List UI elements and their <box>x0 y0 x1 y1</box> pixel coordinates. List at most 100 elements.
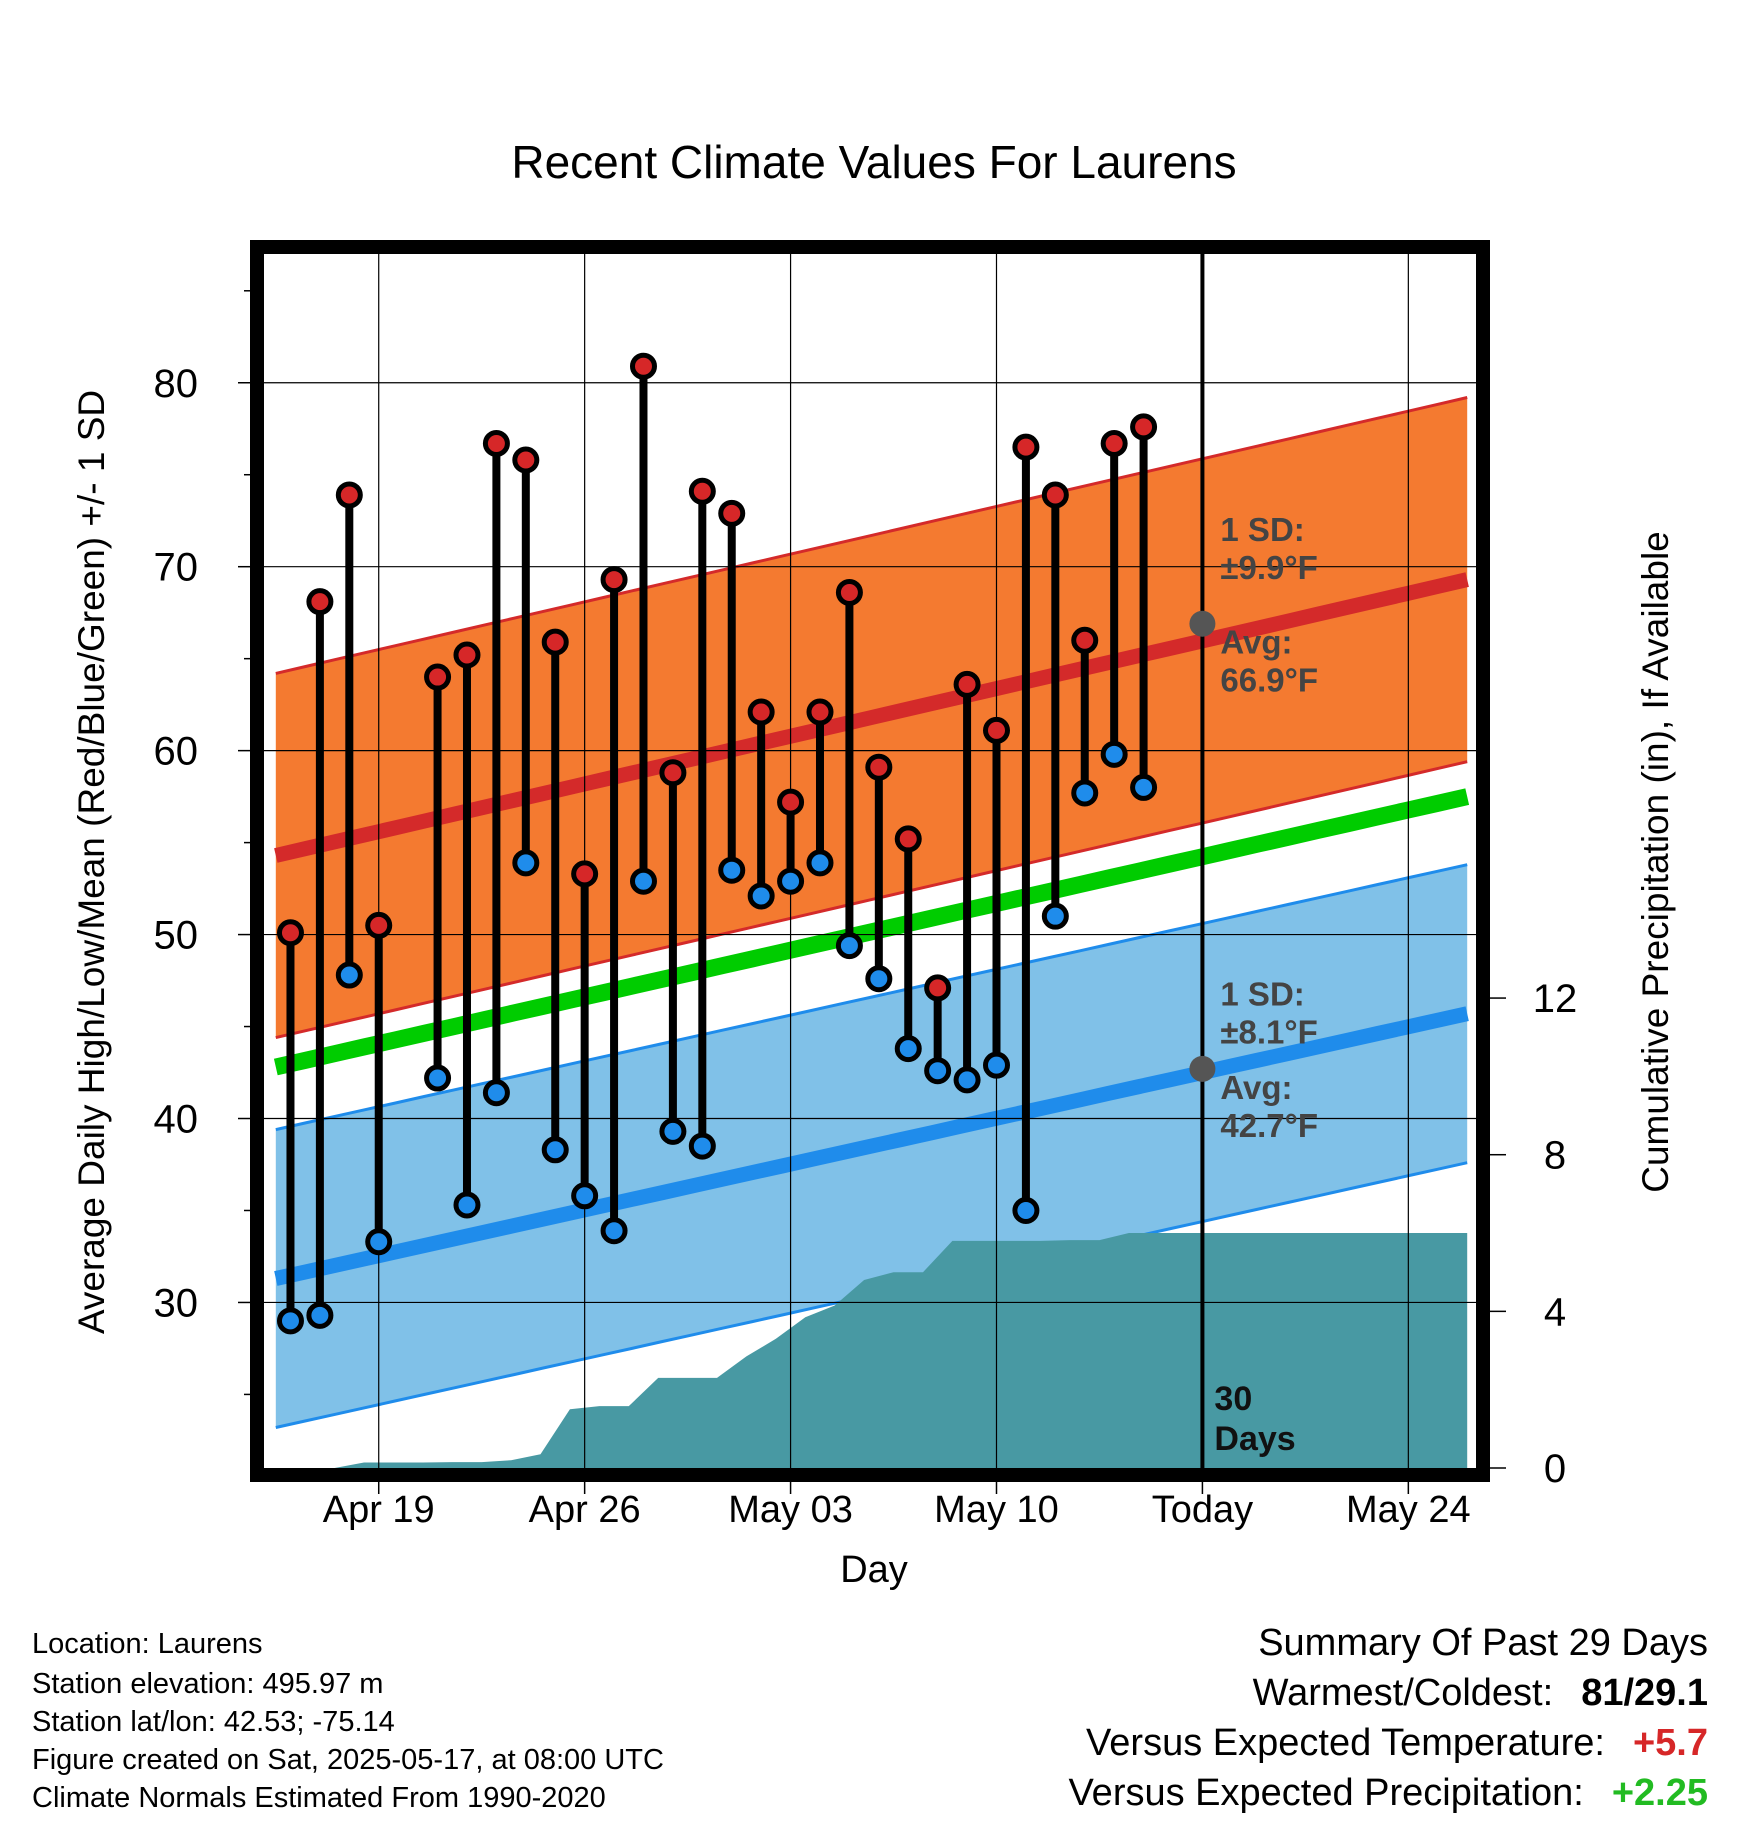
summary-label: Warmest/Coldest: <box>1252 1672 1554 1714</box>
low-point <box>1130 773 1158 801</box>
low-point <box>453 1191 481 1219</box>
low-point <box>953 1066 981 1094</box>
low-point <box>629 867 657 895</box>
high-point <box>1041 481 1069 509</box>
normal-high-sd-lower-line <box>275 760 1468 1040</box>
low-point <box>718 856 746 884</box>
high-point <box>276 919 304 947</box>
high-sd-annotation: 1 SD: ±9.9°F <box>1220 511 1317 586</box>
low-today-avg-marker <box>1189 1055 1216 1082</box>
low-point <box>365 1228 393 1256</box>
climate-chart: Recent Climate Values For Laurens 30 Days… <box>71 136 1676 1591</box>
x-tick-label: May 03 <box>728 1489 853 1531</box>
y-tick-label: 50 <box>154 914 199 958</box>
x-tick-label: Today <box>1152 1489 1253 1531</box>
x-tick-label: Apr 26 <box>529 1489 641 1531</box>
low-point <box>688 1132 716 1160</box>
y2-axis-label: Cumulative Precipitation (in), If Availa… <box>1635 531 1676 1193</box>
low-point <box>424 1064 452 1092</box>
low-point <box>600 1217 628 1245</box>
high-point <box>335 481 363 509</box>
summary-row-precipitation: Versus Expected Precipitation: +2.25 <box>1068 1772 1708 1815</box>
x-tick-label: May 24 <box>1346 1489 1471 1531</box>
normal-high-mean-line <box>274 572 1469 863</box>
precipitation-area <box>275 1233 1468 1468</box>
low-point <box>924 1057 952 1085</box>
normal-low-sd-upper-line <box>275 863 1468 1132</box>
summary-label: Versus Expected Precipitation: <box>1068 1772 1584 1814</box>
normal-low-mean-line <box>274 1006 1469 1286</box>
high-point <box>806 698 834 726</box>
normal-high-sd-upper-line <box>275 396 1468 675</box>
y2-tick-label: 4 <box>1544 1290 1566 1334</box>
low-point <box>747 882 775 910</box>
info-location: Location: Laurens <box>32 1628 263 1660</box>
high-point <box>571 860 599 888</box>
low-point <box>1041 902 1069 930</box>
low-point <box>571 1182 599 1210</box>
high-point <box>1012 433 1040 461</box>
high-point <box>1130 413 1158 441</box>
high-point <box>659 759 687 787</box>
y-axis-label: Average Daily High/Low/Mean (Red/Blue/Gr… <box>71 390 112 1334</box>
summary-value: +5.7 <box>1632 1722 1708 1764</box>
today-marker-label: 30 Days <box>1214 1380 1295 1458</box>
low-point <box>276 1307 304 1335</box>
high-point <box>894 825 922 853</box>
y2-tick-label: 0 <box>1544 1447 1566 1491</box>
plot-frame <box>250 240 1490 1482</box>
high-point <box>512 446 540 474</box>
normal-mean-line <box>273 788 1470 1076</box>
summary-row-temperature: Versus Expected Temperature: +5.7 <box>1086 1722 1708 1765</box>
low-point <box>482 1079 510 1107</box>
low-point <box>659 1117 687 1145</box>
y-tick-label: 30 <box>154 1281 199 1325</box>
chart-title: Recent Climate Values For Laurens <box>511 136 1236 188</box>
y-tick-label: 70 <box>154 546 199 590</box>
y-tick-label: 40 <box>154 1098 199 1142</box>
high-point <box>953 670 981 698</box>
info-normals: Climate Normals Estimated From 1990-2020 <box>32 1782 606 1814</box>
info-latlon: Station lat/lon: 42.53; -75.14 <box>32 1706 395 1738</box>
high-point <box>865 753 893 781</box>
summary-title: Summary Of Past 29 Days <box>1258 1622 1708 1664</box>
y2-tick-label: 12 <box>1533 977 1578 1021</box>
high-point <box>747 698 775 726</box>
low-point <box>512 849 540 877</box>
high-point <box>835 578 863 606</box>
low-point <box>806 849 834 877</box>
low-point <box>335 961 363 989</box>
low-point <box>835 932 863 960</box>
low-point <box>306 1301 334 1329</box>
high-point <box>1100 429 1128 457</box>
high-point <box>982 716 1010 744</box>
high-point <box>541 628 569 656</box>
high-point <box>482 429 510 457</box>
high-point <box>924 974 952 1002</box>
low-point <box>541 1136 569 1164</box>
summary-label: Versus Expected Temperature: <box>1086 1722 1605 1764</box>
summary-row-warmest: Warmest/Coldest: 81/29.1 <box>1253 1672 1708 1715</box>
summary-value: 81/29.1 <box>1581 1672 1708 1714</box>
low-avg-annotation: Avg: 42.7°F <box>1220 1069 1318 1144</box>
high-point <box>306 588 334 616</box>
x-tick-label: Apr 19 <box>323 1489 435 1531</box>
high-point <box>453 641 481 669</box>
low-point <box>865 965 893 993</box>
high-point <box>629 352 657 380</box>
low-point <box>894 1035 922 1063</box>
low-point <box>982 1051 1010 1079</box>
x-axis-label: Day <box>840 1549 908 1591</box>
y2-tick-label: 8 <box>1544 1134 1566 1178</box>
high-avg-annotation: Avg: 66.9°F <box>1220 624 1318 699</box>
high-point <box>600 566 628 594</box>
plot-area: 30 Days 1 SD: ±9.9°F Avg: 66.9°F 1 SD: ±8.1°F Av… <box>154 240 1578 1531</box>
low-sd-annotation: 1 SD: ±8.1°F <box>1220 976 1317 1051</box>
low-point <box>1012 1196 1040 1224</box>
low-point <box>777 867 805 895</box>
low-point <box>1071 779 1099 807</box>
y-tick-label: 60 <box>154 730 199 774</box>
high-point <box>718 499 746 527</box>
high-point <box>777 788 805 816</box>
low-point <box>1100 740 1128 768</box>
